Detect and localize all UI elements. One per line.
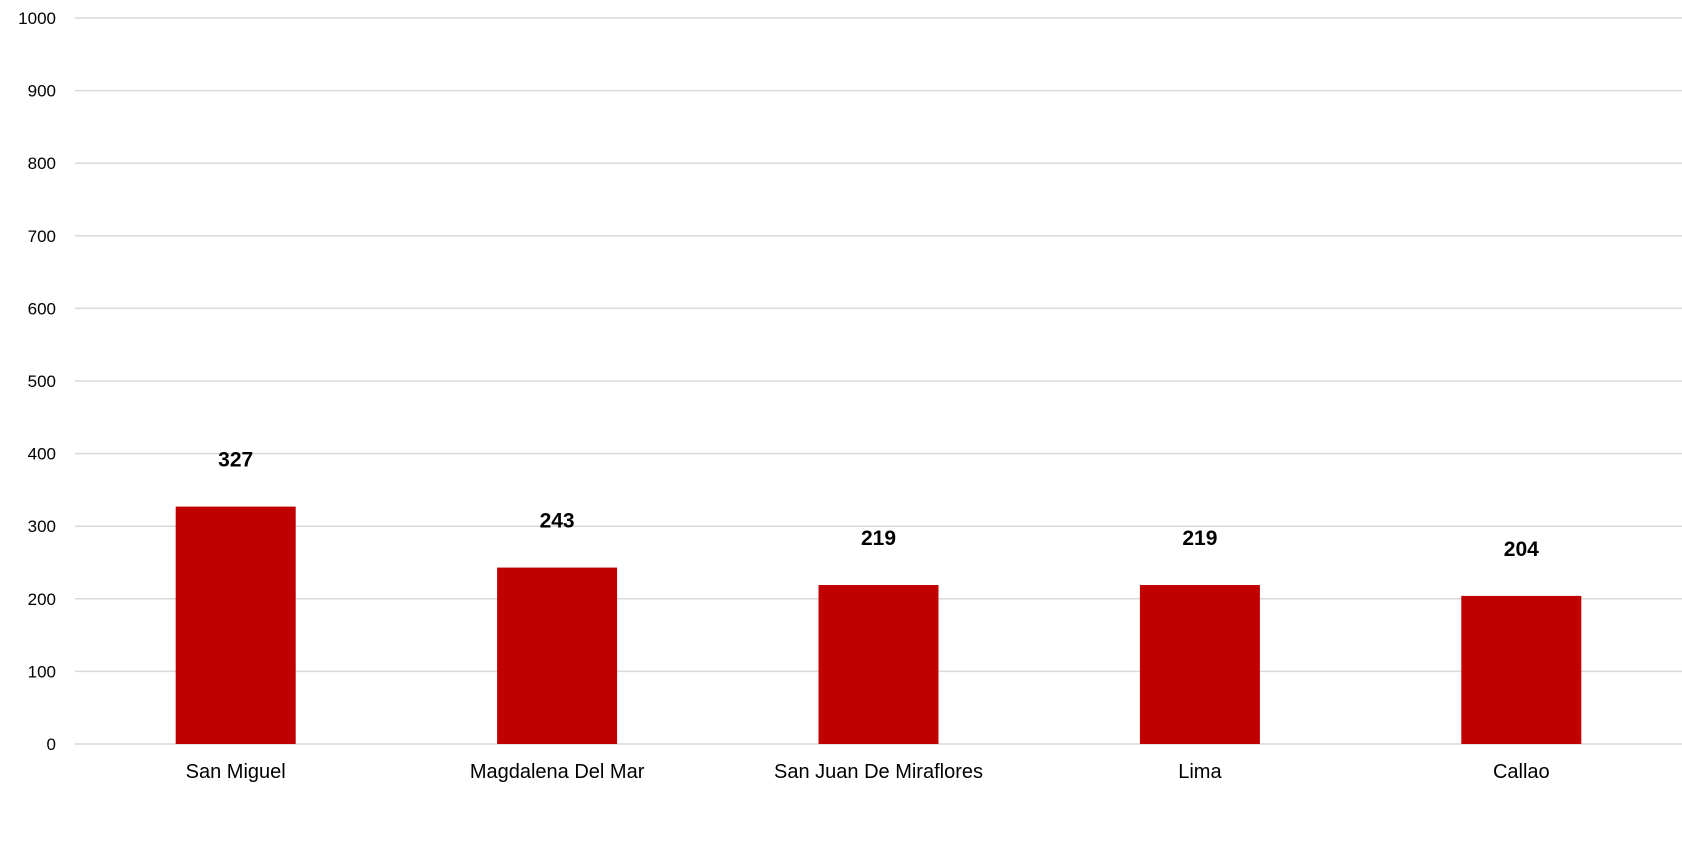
x-category-label: Lima <box>1178 761 1222 783</box>
bars <box>175 506 1582 744</box>
data-label: 219 <box>1182 527 1217 550</box>
data-label: 327 <box>218 449 253 472</box>
data-label: 243 <box>540 510 575 533</box>
bar-2 <box>818 585 939 744</box>
data-labels: 327 243 219 219 204 <box>218 449 1539 561</box>
x-category-label: San Miguel <box>186 761 286 783</box>
bar-1 <box>497 567 618 744</box>
y-tick-label: 300 <box>28 517 56 536</box>
y-tick-label: 1000 <box>18 9 56 28</box>
y-axis-ticks: 0 100 200 300 400 500 600 700 800 900 1000 <box>18 9 56 754</box>
bar-0 <box>175 506 296 744</box>
y-tick-label: 500 <box>28 372 56 391</box>
bar-4 <box>1461 595 1582 744</box>
y-tick-label: 800 <box>28 154 56 173</box>
y-tick-label: 400 <box>28 445 56 464</box>
x-category-label: Callao <box>1493 761 1550 783</box>
y-tick-label: 200 <box>28 590 56 609</box>
x-category-label: Magdalena Del Mar <box>470 761 645 783</box>
x-axis-labels: San Miguel Magdalena Del Mar San Juan De M… <box>186 761 1550 783</box>
y-tick-label: 100 <box>28 662 56 681</box>
bar-3 <box>1139 585 1260 744</box>
x-category-label: San Juan De Miraflores <box>774 761 983 783</box>
data-label: 219 <box>861 527 896 550</box>
y-tick-label: 900 <box>28 82 56 101</box>
data-label: 204 <box>1504 538 1539 561</box>
gridlines <box>75 17 1682 745</box>
y-tick-label: 0 <box>47 735 56 754</box>
y-tick-label: 700 <box>28 227 56 246</box>
y-tick-label: 600 <box>28 299 56 318</box>
